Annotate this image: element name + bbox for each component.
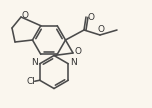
Text: O: O [21, 11, 29, 21]
Text: O: O [74, 47, 81, 56]
Text: O: O [88, 13, 95, 21]
Text: Cl: Cl [26, 77, 35, 86]
Text: N: N [31, 58, 38, 67]
Text: N: N [70, 58, 77, 67]
Text: O: O [97, 25, 105, 34]
